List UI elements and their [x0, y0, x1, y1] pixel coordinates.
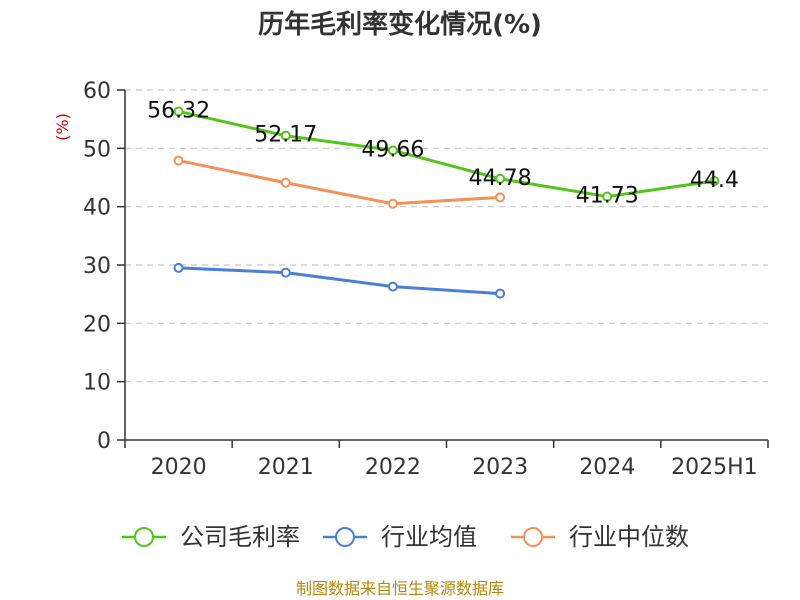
data-label: 56.32 [147, 98, 210, 123]
data-point [495, 173, 506, 184]
data-point [709, 176, 720, 186]
y-tick-label: 10 [83, 371, 111, 396]
series-0 [173, 106, 720, 202]
data-point [280, 130, 291, 141]
x-tick-label: 2024 [579, 455, 635, 480]
data-point [280, 177, 291, 188]
y-tick-label: 30 [83, 254, 111, 279]
x-tick-label: 2020 [151, 455, 207, 480]
data-label: 41.73 [576, 184, 639, 209]
legend-item: 行业均值 [323, 523, 477, 551]
source-note: 制图数据来自恒生聚源数据库 [296, 579, 504, 598]
axes: 0 10 20 30 40 50 60 2020 2021 2022 2023 2024 2025H1 [83, 79, 769, 480]
legend-item: 公司毛利率 [122, 523, 300, 551]
series-line [178, 266, 501, 296]
data-label: 44.4 [690, 168, 739, 193]
data-point [280, 267, 291, 278]
series-1 [173, 262, 506, 299]
data-labels: 56.32 52.17 49.66 44.78 41.73 44.4 [147, 98, 739, 208]
y-axis-unit: (%) [53, 113, 72, 141]
data-point [387, 198, 398, 209]
data-point [495, 192, 506, 203]
legend: 公司毛利率 行业均值 行业中位数 [122, 523, 689, 551]
y-tick-label: 50 [83, 137, 111, 162]
y-tick-label: 40 [83, 196, 111, 221]
data-point [173, 155, 184, 166]
data-label: 52.17 [254, 123, 317, 148]
legend-label: 行业均值 [381, 523, 477, 551]
data-point [387, 145, 398, 156]
x-tick-label: 2025H1 [671, 455, 758, 480]
legend-label: 公司毛利率 [180, 523, 300, 551]
data-point [602, 191, 613, 202]
x-tick-label: 2022 [365, 455, 421, 480]
legend-item: 行业中位数 [511, 523, 689, 551]
data-point [387, 281, 398, 292]
series-2 [173, 155, 506, 209]
data-label: 49.66 [361, 137, 424, 162]
y-tick-label: 60 [83, 79, 111, 104]
series-line [178, 110, 715, 199]
legend-swatch-marker [335, 527, 355, 547]
data-point [495, 288, 506, 299]
data-label: 44.78 [469, 166, 532, 191]
x-tick-label: 2023 [472, 455, 528, 480]
legend-label: 行业中位数 [569, 523, 689, 551]
y-tick-label: 0 [97, 429, 111, 454]
y-tick-label: 20 [83, 312, 111, 337]
chart-title: 历年毛利率变化情况(%) [258, 9, 542, 40]
legend-swatch-marker [523, 527, 543, 547]
series-group [173, 106, 720, 299]
grid-lines [125, 89, 768, 383]
data-point [173, 106, 184, 117]
legend-swatch-marker [134, 527, 154, 547]
x-tick-label: 2021 [258, 455, 314, 480]
series-line [178, 159, 501, 206]
data-point [173, 262, 184, 273]
